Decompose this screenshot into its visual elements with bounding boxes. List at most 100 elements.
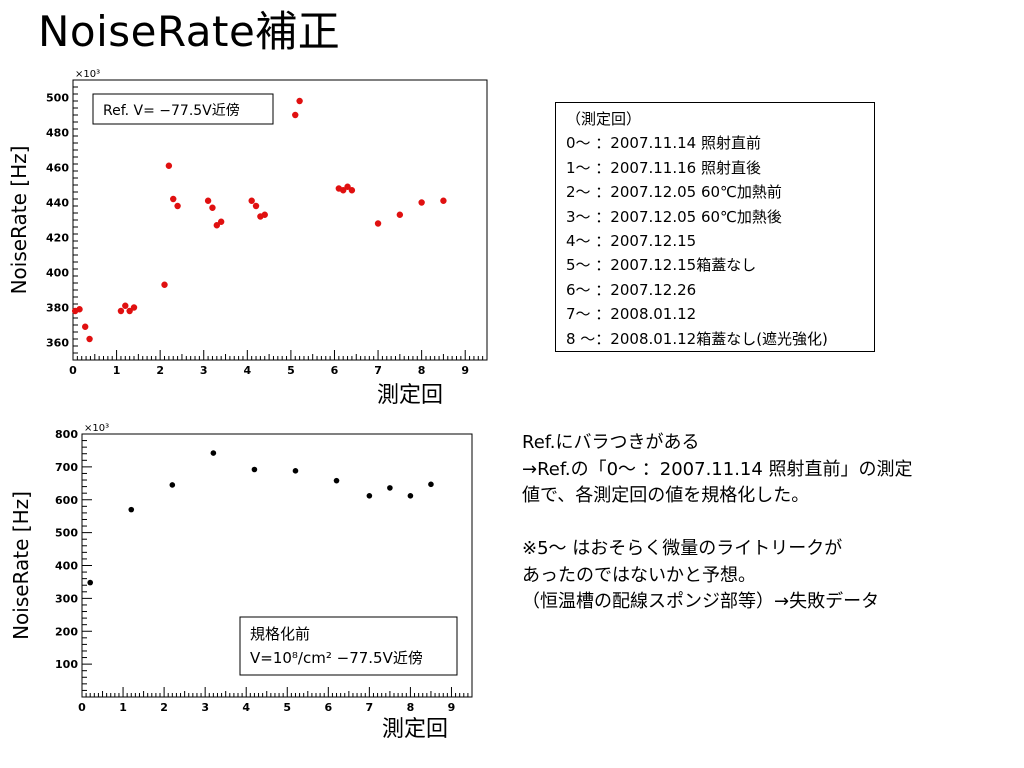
explanation-line [522, 510, 1012, 537]
explanation-line: 値で、各測定回の値を規格化した。 [522, 485, 810, 506]
chart-noise-rate-ref: 0 1 2 3 4 5 6 7 8 9 360 380 400 420 440 460 480 500 ×10³ 測定… [7, 69, 488, 408]
x-tick-label: 6 [324, 701, 332, 714]
x-tick-label: 3 [200, 364, 208, 377]
data-point [366, 493, 373, 499]
y-tick-label: 480 [46, 127, 69, 140]
legend-line: 8 ～：2008.01.12箱蓋なし(遮光強化) [566, 329, 828, 348]
y-tick-label: 440 [46, 197, 69, 210]
x-tick-label: 8 [407, 701, 415, 714]
data-point [170, 195, 177, 203]
data-point [387, 485, 393, 491]
data-point [128, 506, 135, 513]
x-tick-label: 1 [113, 364, 121, 377]
y-tick-label: 200 [55, 625, 78, 638]
data-point [82, 323, 89, 330]
data-point [440, 197, 447, 204]
chart-noise-rate-before-normalization: 0 1 2 3 4 5 6 7 8 9 100 200 300 400 500 600 700 800 ×10³ 測定… [9, 423, 473, 742]
data-point [117, 307, 125, 315]
y-multiplier-label: ×10³ [84, 423, 109, 434]
data-point [204, 197, 212, 204]
explanation-line: ※5～ はおそらく微量のライトリークが [522, 538, 843, 559]
legend-line: 4～ ：2007.12.15 [566, 232, 697, 251]
data-point [165, 162, 173, 169]
data-point [296, 97, 303, 105]
data-point [210, 450, 217, 456]
data-point [87, 579, 94, 586]
x-axis-label: 測定回 [377, 383, 443, 408]
y-tick-label: 400 [55, 560, 78, 573]
data-point [396, 211, 404, 218]
legend-line: 2～ ：2007.12.05 60℃加熱前 [566, 183, 782, 202]
y-tick-label: 380 [46, 302, 69, 315]
data-point [261, 211, 268, 218]
x-tick-label: 2 [160, 701, 168, 714]
data-point [248, 197, 255, 204]
x-tick-label: 1 [119, 701, 127, 714]
x-tick-label: 5 [283, 701, 291, 714]
data-point [428, 481, 434, 488]
explanation-line: Ref.にバラつきがある [522, 432, 700, 453]
y-tick-label: 700 [55, 461, 78, 474]
chart-legend-box [239, 616, 458, 676]
data-point [161, 281, 168, 288]
explanation-line: （恒温槽の配線スポンジ部等）→失敗データ [522, 591, 880, 612]
x-tick-label: 6 [331, 364, 339, 377]
data-point [252, 202, 260, 210]
data-point [76, 306, 83, 313]
x-tick-label: 9 [461, 364, 469, 377]
chart-legend-box [92, 93, 274, 125]
data-point [86, 335, 93, 343]
x-tick-label: 3 [201, 701, 209, 714]
legend-line: （測定回） [566, 110, 642, 128]
x-tick-label: 0 [69, 364, 77, 377]
data-point [169, 482, 176, 488]
y-tick-label: 460 [46, 162, 69, 175]
data-point [209, 204, 216, 211]
data-point [251, 466, 258, 473]
data-point [130, 304, 138, 311]
y-tick-label: 100 [55, 658, 78, 671]
data-point [174, 202, 181, 210]
x-tick-label: 7 [374, 364, 382, 377]
data-point [122, 302, 129, 309]
data-point [407, 493, 414, 499]
x-tick-label: 8 [418, 364, 426, 377]
y-axis-label: NoiseRate [Hz] [9, 491, 33, 640]
data-point [213, 222, 221, 229]
legend-line: 6～ ：2007.12.26 [566, 280, 697, 299]
data-point [292, 468, 299, 474]
data-point [339, 187, 347, 194]
data-point [344, 183, 351, 190]
x-tick-label: 2 [156, 364, 164, 377]
page-title: NoiseRate補正 [38, 7, 341, 56]
chart-legend-text: Ref. V= −77.5V近傍 [103, 102, 240, 119]
y-tick-label: 600 [55, 494, 78, 507]
x-tick-label: 5 [287, 364, 295, 377]
legend-line: 7～ ：2008.01.12 [566, 305, 697, 324]
x-axis-label: 測定回 [382, 717, 448, 742]
y-tick-label: 500 [55, 527, 78, 540]
measurement-legend-box: （測定回） 0～ ：2007.11.14 照射直前 1～ ：2007.11.16… [555, 102, 875, 352]
x-tick-label: 4 [243, 364, 251, 377]
legend-line: 0～ ：2007.11.14 照射直前 [566, 134, 761, 153]
explanation-line: あったのではないかと予想。 [522, 564, 756, 586]
y-tick-label: 300 [55, 592, 78, 605]
x-tick-label: 0 [78, 701, 86, 714]
data-point [217, 218, 225, 225]
x-tick-label: 9 [448, 701, 456, 714]
data-point [374, 220, 382, 227]
y-multiplier-label: ×10³ [75, 69, 100, 80]
legend-line: 3～ ：2007.12.05 60℃加熱後 [566, 207, 782, 226]
y-axis-label: NoiseRate [Hz] [7, 146, 31, 295]
data-point [333, 477, 340, 484]
x-tick-label: 7 [366, 701, 374, 714]
y-tick-label: 800 [55, 428, 78, 441]
explanation-text: Ref.にバラつきがある →Ref.の「0～ ：2007.11.14 照射直前」… [522, 430, 1012, 616]
y-tick-label: 500 [46, 92, 69, 105]
data-point [348, 187, 356, 194]
chart-legend-text: V=10⁸/cm² −77.5V近傍 [250, 649, 423, 667]
data-point [418, 199, 425, 206]
chart-legend-text: 規格化前 [250, 625, 310, 643]
explanation-line: →Ref.の「0～ ：2007.11.14 照射直前」の測定 [522, 458, 913, 480]
data-point [292, 111, 299, 119]
